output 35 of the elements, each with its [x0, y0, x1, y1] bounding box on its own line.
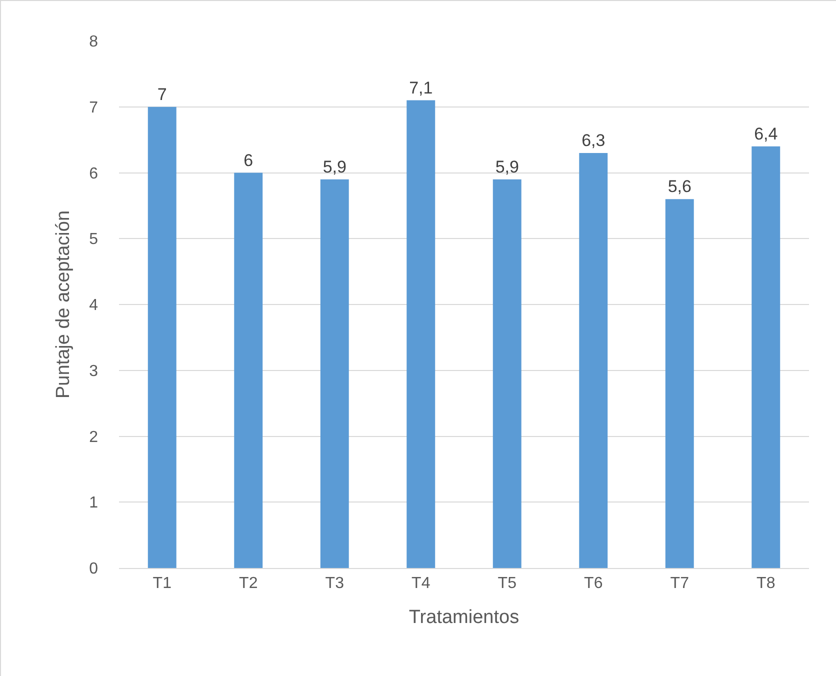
bar [320, 179, 349, 568]
x-tick-label: T5 [498, 575, 517, 592]
data-label: 7,1 [409, 78, 433, 98]
y-tick-label: 4 [89, 297, 98, 314]
x-tick-label: T7 [670, 575, 690, 592]
data-label: 5,9 [495, 157, 519, 176]
y-tick-label: 1 [89, 494, 98, 512]
y-tick-label: 2 [89, 428, 98, 446]
x-tick-label: T3 [325, 575, 344, 592]
bar [579, 152, 608, 568]
x-axis-title: Tratamientos [408, 607, 520, 628]
bar [234, 172, 263, 568]
bar [148, 106, 176, 568]
y-tick-label: 5 [89, 231, 98, 248]
x-tick-label: T4 [412, 575, 430, 592]
y-tick-label: 8 [89, 34, 98, 51]
y-tick-label: 3 [89, 362, 98, 380]
bar [665, 199, 694, 568]
bar [406, 100, 436, 568]
data-label: 5,6 [668, 177, 692, 196]
x-tick-label: T8 [756, 575, 776, 592]
x-tick-label: T1 [152, 575, 172, 592]
data-label: 6 [244, 150, 254, 170]
y-axis-title: Puntaje de aceptación [52, 210, 74, 399]
bar [492, 179, 522, 568]
x-tick-label: T2 [239, 575, 258, 592]
x-tick-label: T6 [584, 575, 603, 592]
y-tick-label: 6 [89, 165, 98, 182]
data-label: 6,4 [754, 124, 778, 144]
bar [752, 146, 780, 568]
data-label: 6,3 [582, 130, 606, 150]
data-label: 5,9 [322, 157, 346, 176]
y-tick-label: 7 [89, 99, 98, 116]
y-tick-label: 0 [89, 560, 98, 578]
data-label: 7 [157, 84, 167, 104]
